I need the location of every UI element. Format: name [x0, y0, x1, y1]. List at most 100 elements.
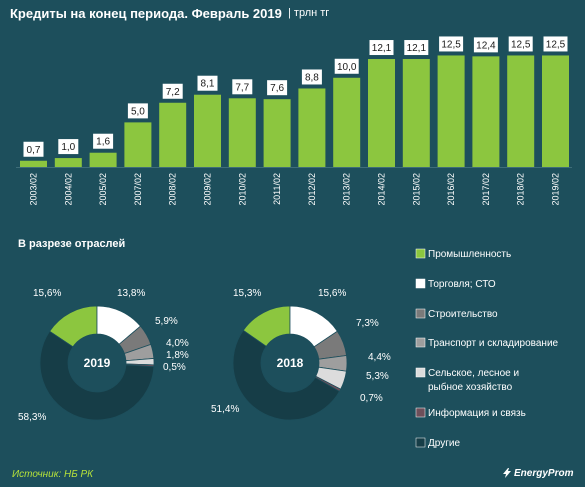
source-note: Источник: НБ РК	[12, 469, 94, 480]
value-label-box	[369, 40, 394, 56]
bar	[542, 55, 569, 167]
legend-label: Промышленность	[428, 249, 511, 260]
legend-swatch	[415, 248, 426, 259]
value-label-box	[473, 37, 498, 53]
bar	[472, 56, 500, 167]
slice-percent-label: 58,3%	[18, 412, 46, 423]
slice-percent-label: 15,3%	[233, 288, 261, 299]
legend-swatch	[415, 337, 426, 348]
slice-percent-label: 51,4%	[211, 404, 239, 415]
chart-footer: Источник: НБ РК EnergyProm	[0, 460, 585, 487]
bar	[194, 94, 221, 167]
value-label-box	[404, 40, 429, 56]
chart-title: Кредиты на конец периода. Февраль 2019	[10, 6, 282, 21]
x-tick-label: 2008/02	[168, 173, 178, 206]
x-tick-label: 2016/02	[446, 173, 456, 206]
value-label: 7,6	[270, 83, 284, 94]
slice-percent-label: 7,3%	[356, 318, 379, 329]
legend-label: Сельское, лесное и	[428, 368, 519, 379]
legend-label: рыбное хозяйство	[428, 381, 513, 393]
brand-logo: EnergyProm	[514, 468, 574, 479]
bar	[333, 77, 361, 167]
legend-swatch	[415, 407, 426, 418]
bar	[54, 158, 82, 167]
x-tick-label: 2019/02	[551, 173, 561, 206]
bar	[368, 59, 395, 167]
value-label: 12,5	[511, 39, 531, 50]
value-label: 12,1	[372, 43, 392, 54]
legend-swatch	[415, 437, 426, 448]
value-label-box	[23, 141, 44, 157]
value-label: 10,0	[337, 62, 357, 73]
x-tick-label: 2007/02	[133, 173, 143, 206]
slice-percent-label: 13,8%	[117, 288, 145, 299]
value-label: 1,6	[96, 137, 110, 148]
legend-swatch	[415, 367, 426, 378]
bar	[228, 98, 256, 167]
x-tick-label: 2018/02	[516, 173, 526, 206]
value-label: 7,2	[166, 87, 180, 98]
sector-donut-charts: В разрезе отраслей 2019 15,6% 13,8% 5,9% 4,0%…	[18, 238, 559, 449]
slice-percent-label: 5,9%	[155, 316, 178, 327]
value-label-box	[197, 75, 218, 91]
x-tick-label: 2015/02	[411, 173, 421, 206]
bar	[124, 122, 152, 167]
value-label-box	[543, 36, 568, 52]
value-label: 1,0	[61, 142, 75, 153]
legend-swatch	[415, 278, 426, 289]
value-label-box	[267, 80, 288, 96]
slice-percent-label: 15,6%	[33, 288, 61, 299]
bar-chart: 0,7 2003/02 1,0 2004/02 1,6 2005/02 5,0 2007/02…	[16, 36, 572, 206]
legend-label: Другие	[428, 438, 460, 449]
slice-percent-label: 0,7%	[360, 393, 383, 404]
value-label-box	[301, 69, 322, 85]
chart-header: Кредиты на конец периода. Февраль 2019 |…	[0, 0, 585, 26]
bar	[159, 102, 187, 167]
value-label-box	[439, 36, 464, 52]
donut-slice	[39, 330, 155, 421]
value-label-box	[127, 103, 148, 119]
x-tick-label: 2010/02	[237, 173, 247, 206]
value-label: 12,1	[407, 43, 427, 54]
x-tick-label: 2004/02	[63, 173, 73, 206]
value-label-box	[58, 139, 79, 155]
bar	[437, 55, 465, 167]
value-label: 8,8	[305, 72, 319, 83]
bar	[402, 59, 430, 167]
bar	[263, 99, 291, 167]
bar	[20, 160, 47, 167]
value-label: 8,1	[201, 79, 215, 90]
slice-percent-label: 0,5%	[163, 362, 186, 373]
donut-slice	[232, 329, 340, 421]
value-label-box	[93, 133, 114, 149]
value-label-box	[162, 83, 183, 99]
slice-percent-label: 4,4%	[368, 352, 391, 363]
x-tick-label: 2005/02	[98, 173, 108, 206]
bar	[507, 55, 535, 167]
value-label-box	[508, 36, 533, 52]
value-label: 7,7	[235, 82, 249, 93]
bar	[298, 88, 326, 167]
slice-percent-label: 15,6%	[318, 288, 346, 299]
value-label: 12,5	[441, 39, 461, 50]
x-tick-label: 2014/02	[377, 173, 387, 206]
value-label: 0,7	[27, 145, 41, 156]
value-label: 12,4	[476, 40, 496, 51]
unit-label: | трлн тг	[288, 7, 330, 19]
slice-percent-label: 4,0%	[166, 338, 189, 349]
x-tick-label: 2003/02	[29, 173, 39, 206]
x-tick-label: 2012/02	[307, 173, 317, 206]
value-label-box	[334, 58, 359, 74]
x-tick-label: 2011/02	[272, 173, 282, 205]
legend-label: Строительство	[428, 309, 498, 320]
donut-center-label: 2018	[277, 356, 304, 370]
slice-percent-label: 1,8%	[166, 350, 189, 361]
x-tick-label: 2009/02	[203, 173, 213, 206]
value-label: 12,5	[546, 39, 566, 50]
section-subtitle: В разрезе отраслей	[18, 238, 125, 250]
x-tick-label: 2017/02	[481, 173, 491, 206]
bar	[89, 152, 117, 167]
value-label: 5,0	[131, 106, 145, 117]
legend-label: Торговля; СТО	[428, 279, 496, 290]
